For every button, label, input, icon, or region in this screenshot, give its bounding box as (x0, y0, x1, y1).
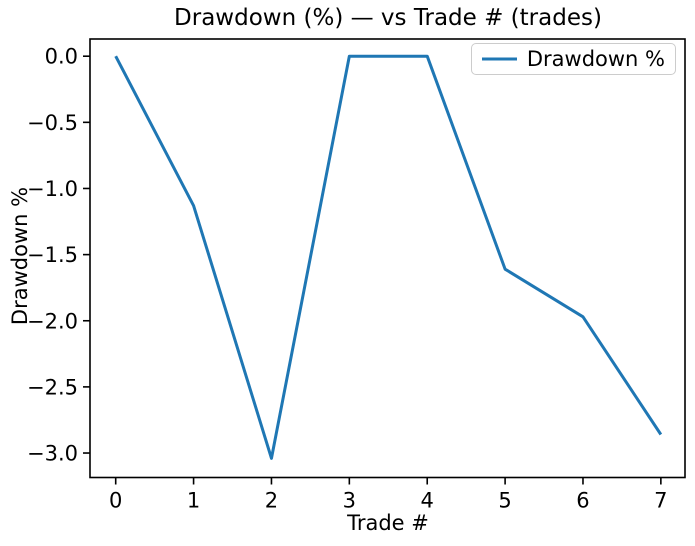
legend-label: Drawdown % (526, 47, 665, 71)
x-tick-label: 2 (265, 489, 278, 513)
y-tick-label: −1.0 (27, 177, 78, 201)
axes-spines (89, 38, 686, 479)
x-tick-label: 5 (498, 489, 511, 513)
legend-line-icon (481, 57, 517, 61)
y-tick-label: −0.5 (27, 111, 78, 135)
x-tick-label: 4 (421, 489, 434, 513)
x-tick-label: 0 (109, 489, 122, 513)
y-axis-label: Drawdown % (8, 186, 32, 326)
y-tick-label: −3.0 (27, 442, 78, 466)
x-axis-label: Trade # (347, 511, 429, 535)
chart-title: Drawdown (%) — vs Trade # (trades) (174, 5, 602, 31)
series-line (114, 54, 663, 460)
y-tick-label: −2.5 (27, 375, 78, 399)
y-tick-label: −2.0 (27, 309, 78, 333)
x-tick-label: 6 (576, 489, 589, 513)
y-tick-label: −1.5 (27, 243, 78, 267)
y-tick-label: 0.0 (45, 45, 78, 69)
x-tick-label: 7 (654, 489, 667, 513)
x-tick-label: 3 (343, 489, 356, 513)
x-tick-label: 1 (187, 489, 200, 513)
legend-box: Drawdown % (470, 43, 676, 75)
